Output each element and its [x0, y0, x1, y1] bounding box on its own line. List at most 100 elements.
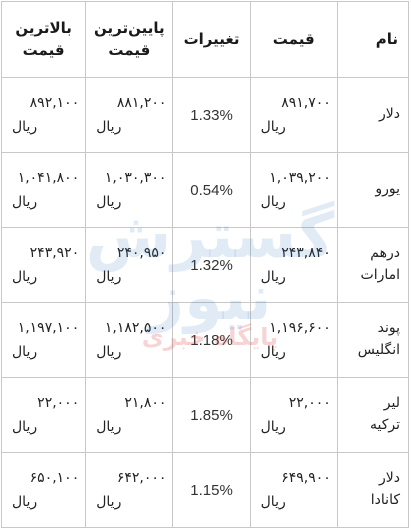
lowest-price-cell: ۲۱,۸۰۰ ریال	[85, 377, 174, 453]
currency-name: دلار	[379, 106, 400, 123]
header-lowest-line1: پایین‌ترین	[94, 18, 165, 37]
currency-unit: ریال	[260, 419, 286, 435]
currency-name-line2: کانادا	[370, 492, 400, 508]
change-cell: 1.15%	[172, 452, 251, 528]
currency-name-line2: امارات	[360, 267, 400, 283]
lowest-price-cell: ۱,۰۳۰,۳۰۰ ریال	[85, 152, 174, 228]
currency-unit: ریال	[12, 194, 38, 210]
currency-unit: ریال	[260, 119, 286, 135]
highest-price-value: ۱,۰۴۱,۸۰۰	[17, 169, 80, 186]
lowest-price-cell: ۸۸۱,۲۰۰ ریال	[85, 77, 174, 153]
table-row: دلار ۸۹۱,۷۰۰ ریال 1.33% ۸۸۱,۲۰۰ ریال ۸۹۲,۱۰۰ ری…	[0, 77, 410, 153]
price-cell: ۲۴۳,۸۴۰ ریال	[249, 227, 338, 303]
lowest-price-cell: ۲۴۰,۹۵۰ ریال	[85, 227, 174, 303]
currency-name: درهم	[370, 245, 400, 262]
currency-unit: ریال	[12, 419, 38, 435]
highest-price-cell: ۲۲,۰۰۰ ریال	[0, 377, 87, 453]
change-percent: 1.18%	[190, 331, 233, 349]
price-value: ۶۴۹,۹۰۰	[281, 469, 331, 486]
lowest-price-cell: ۶۴۲,۰۰۰ ریال	[85, 452, 174, 528]
currency-unit: ریال	[96, 119, 122, 135]
lowest-price-cell: ۱,۱۸۲,۵۰۰ ریال	[85, 302, 174, 378]
table-row: دلار کانادا ۶۴۹,۹۰۰ ریال 1.15% ۶۴۲,۰۰۰ ریال ۶۵۰…	[0, 452, 410, 528]
currency-unit: ریال	[96, 494, 122, 510]
currency-unit: ریال	[96, 344, 122, 360]
currency-name: یورو	[375, 181, 400, 198]
highest-price-cell: ۲۴۳,۹۲۰ ریال	[0, 227, 87, 303]
change-percent: 1.32%	[190, 256, 233, 274]
currency-name-line2: ترکیه	[369, 417, 400, 433]
highest-price-value: ۶۵۰,۱۰۰	[29, 469, 80, 486]
currency-unit: ریال	[260, 194, 286, 210]
table-row: درهم امارات ۲۴۳,۸۴۰ ریال 1.32% ۲۴۰,۹۵۰ ریال ۲۴۳…	[0, 227, 410, 303]
currency-name: پوند	[377, 320, 400, 337]
currency-unit: ریال	[96, 269, 122, 285]
currency-unit: ریال	[260, 494, 286, 510]
change-cell: 1.85%	[172, 377, 251, 453]
currency-unit: ریال	[12, 119, 38, 135]
currency-unit: ریال	[12, 269, 38, 285]
highest-price-cell: ۸۹۲,۱۰۰ ریال	[0, 77, 87, 153]
highest-price-cell: ۱,۰۴۱,۸۰۰ ریال	[0, 152, 87, 228]
highest-price-value: ۲۴۳,۹۲۰	[29, 244, 80, 261]
lowest-price-value: ۱,۱۸۲,۵۰۰	[104, 319, 167, 336]
header-name-label: نام	[375, 29, 398, 48]
change-cell: 1.32%	[172, 227, 251, 303]
highest-price-cell: ۶۵۰,۱۰۰ ریال	[0, 452, 87, 528]
lowest-price-value: ۶۴۲,۰۰۰	[116, 469, 167, 486]
price-cell: ۲۲,۰۰۰ ریال	[249, 377, 338, 453]
price-value: ۲۲,۰۰۰	[288, 394, 331, 411]
price-value: ۱,۰۳۹,۲۰۰	[269, 169, 331, 186]
currency-unit: ریال	[260, 269, 286, 285]
currency-name: دلار	[379, 470, 400, 487]
currency-name-cell: یورو	[336, 152, 410, 228]
currency-unit: ریال	[12, 494, 38, 510]
table-row: لیر ترکیه ۲۲,۰۰۰ ریال 1.85% ۲۱,۸۰۰ ریال ۲۲,۰۰۰ ر…	[0, 377, 410, 453]
price-cell: ۱,۰۳۹,۲۰۰ ریال	[249, 152, 338, 228]
header-change-label: تغییرات	[183, 29, 240, 48]
change-percent: 1.85%	[190, 406, 233, 424]
price-cell: ۸۹۱,۷۰۰ ریال	[249, 77, 338, 153]
price-cell: ۱,۱۹۶,۶۰۰ ریال	[249, 302, 338, 378]
change-cell: 1.33%	[172, 77, 251, 153]
change-cell: 1.18%	[172, 302, 251, 378]
table-row: پوند انگلیس ۱,۱۹۶,۶۰۰ ریال 1.18% ۱,۱۸۲,۵۰۰ ریا…	[0, 302, 410, 378]
header-lowest-line2: قیمت	[108, 40, 151, 59]
header-change: تغییرات	[172, 1, 251, 78]
header-name: نام	[336, 1, 410, 78]
highest-price-value: ۱,۱۹۷,۱۰۰	[17, 319, 80, 336]
currency-name-line2: انگلیس	[357, 342, 400, 358]
price-value: ۸۹۱,۷۰۰	[281, 94, 331, 111]
header-highest-line1: بالاترین	[15, 18, 72, 37]
lowest-price-value: ۱,۰۳۰,۳۰۰	[104, 169, 167, 186]
currency-unit: ریال	[96, 194, 122, 210]
change-cell: 0.54%	[172, 152, 251, 228]
currency-name-cell: دلار	[336, 77, 410, 153]
header-price: قیمت	[249, 1, 338, 78]
header-highest-line2: قیمت	[22, 40, 65, 59]
change-percent: 0.54%	[190, 181, 233, 199]
table-row: یورو ۱,۰۳۹,۲۰۰ ریال 0.54% ۱,۰۳۰,۳۰۰ ریال ۱,۰۴۱…	[0, 152, 410, 228]
highest-price-value: ۲۲,۰۰۰	[37, 394, 80, 411]
currency-name-cell: پوند انگلیس	[336, 302, 410, 378]
lowest-price-value: ۲۴۰,۹۵۰	[116, 244, 167, 261]
lowest-price-value: ۲۱,۸۰۰	[124, 394, 167, 411]
currency-name-cell: دلار کانادا	[336, 452, 410, 528]
highest-price-value: ۸۹۲,۱۰۰	[29, 94, 80, 111]
price-value: ۱,۱۹۶,۶۰۰	[269, 319, 331, 336]
currency-name: لیر	[383, 395, 400, 412]
currency-unit: ریال	[260, 344, 286, 360]
currency-name-cell: لیر ترکیه	[336, 377, 410, 453]
lowest-price-value: ۸۸۱,۲۰۰	[116, 94, 167, 111]
change-percent: 1.15%	[190, 481, 233, 499]
price-value: ۲۴۳,۸۴۰	[281, 244, 331, 261]
price-cell: ۶۴۹,۹۰۰ ریال	[249, 452, 338, 528]
header-highest-price: بالاترین قیمت	[0, 1, 87, 78]
change-percent: 1.33%	[190, 106, 233, 124]
currency-unit: ریال	[96, 419, 122, 435]
header-lowest-price: پایین‌ترین قیمت	[85, 1, 174, 78]
currency-name-cell: درهم امارات	[336, 227, 410, 303]
table-header-row: نام قیمت تغییرات پایین‌ترین قیمت بالاتری…	[0, 1, 410, 78]
highest-price-cell: ۱,۱۹۷,۱۰۰ ریال	[0, 302, 87, 378]
